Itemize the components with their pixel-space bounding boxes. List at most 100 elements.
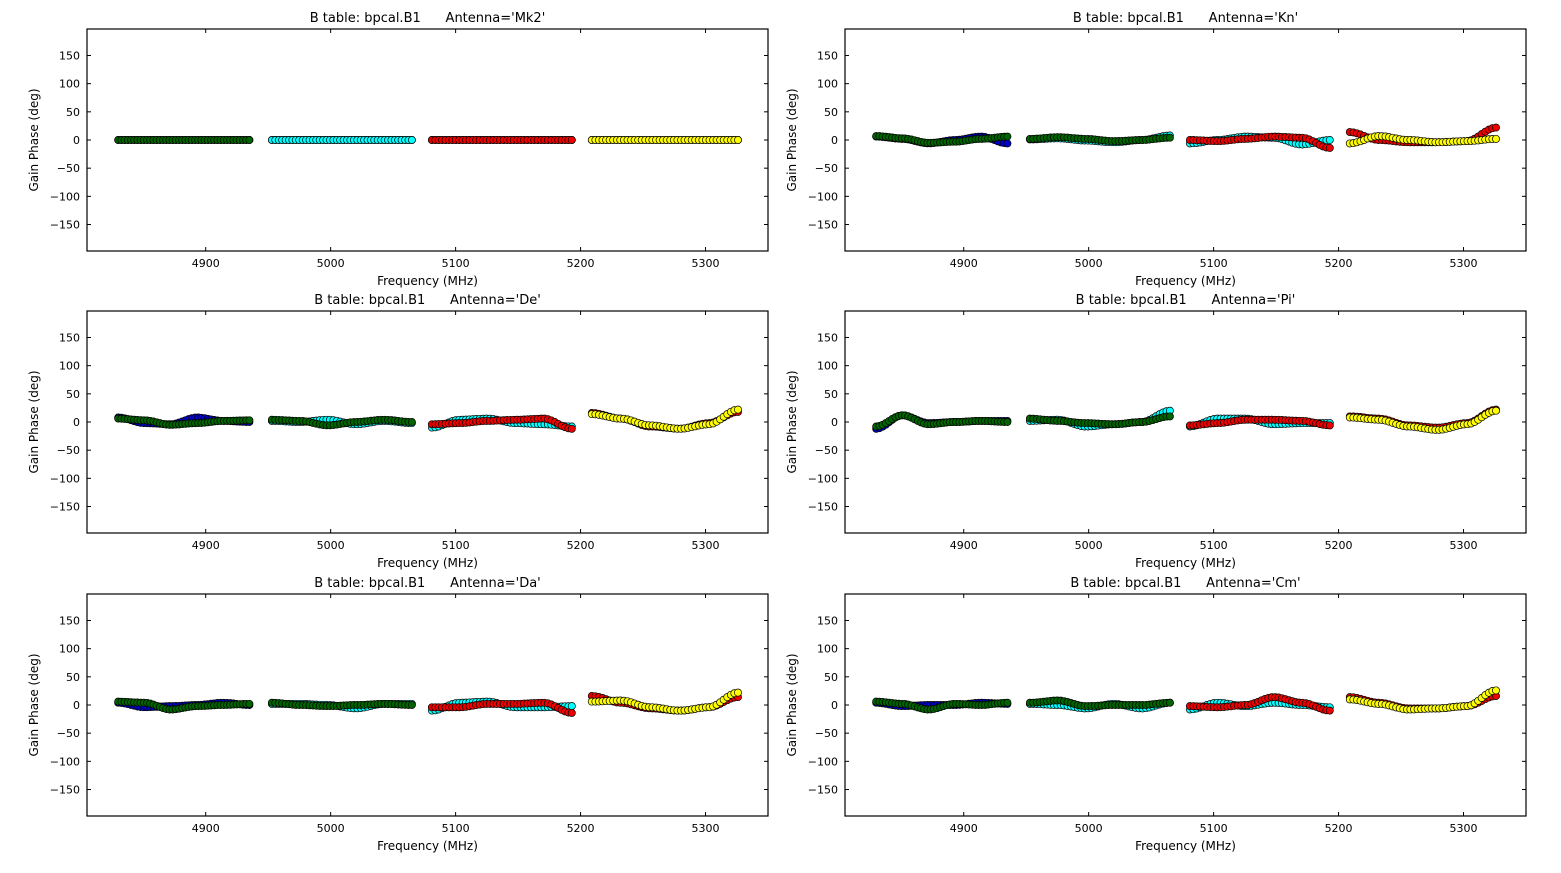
x-tick-label: 5000 [1075, 539, 1103, 552]
x-tick-label: 5200 [1325, 822, 1353, 835]
y-tick-label: 0 [831, 416, 838, 429]
data-points [872, 686, 1500, 715]
x-tick-label: 4900 [192, 822, 220, 835]
y-tick-label: −100 [50, 472, 80, 485]
y-tick-label: −100 [808, 190, 838, 203]
y-tick-label: 150 [59, 331, 80, 344]
y-tick-label: 150 [817, 614, 838, 627]
spectral-window-0 [114, 413, 254, 429]
y-tick-label: −100 [808, 755, 838, 768]
y-tick-label: 100 [817, 360, 838, 373]
panel-2: B table: bpcal.B1 Antenna='De' Frequency … [27, 293, 769, 570]
data-point-green [1165, 133, 1174, 142]
y-tick-label: −50 [815, 727, 838, 740]
x-tick-label: 5200 [567, 257, 595, 270]
y-axis-label: Gain Phase (deg) [785, 653, 799, 756]
x-tick-label: 5300 [1450, 822, 1478, 835]
data-point-green [245, 699, 254, 708]
y-axis-label: Gain Phase (deg) [27, 370, 41, 473]
y-tick-label: 50 [824, 106, 838, 119]
data-point-yellow [1492, 686, 1500, 695]
x-tick-label: 5100 [1200, 539, 1228, 552]
plot-frame [844, 310, 1527, 534]
x-tick-label: 4900 [192, 539, 220, 552]
plot-title: B table: bpcal.B1 Antenna='Pi' [1076, 293, 1296, 308]
y-tick-label: 50 [824, 671, 838, 684]
panel-0: B table: bpcal.B1 Antenna='Mk2' Frequency… [27, 11, 769, 288]
data-point-green [1003, 698, 1012, 707]
y-tick-label: 150 [59, 49, 80, 62]
y-tick-label: −150 [50, 784, 80, 797]
y-axis-label: Gain Phase (deg) [27, 653, 41, 756]
spectral-window-3 [587, 688, 742, 715]
y-tick-label: 100 [59, 78, 80, 91]
data-point-blue [1003, 139, 1012, 148]
data-point-cyan [1325, 136, 1334, 144]
x-tick-label: 4900 [950, 822, 978, 835]
spectral-window-1 [267, 415, 416, 430]
y-tick-label: −150 [50, 219, 80, 232]
x-tick-label: 5300 [1450, 257, 1478, 270]
x-tick-label: 5300 [692, 539, 720, 552]
plot-frame [86, 310, 769, 534]
y-tick-label: 100 [59, 643, 80, 656]
y-tick-label: 0 [73, 134, 80, 147]
x-tick-label: 5100 [442, 539, 470, 552]
data-point-green [407, 701, 416, 709]
panel-4: B table: bpcal.B1 Antenna='Da' Frequency … [27, 576, 769, 853]
data-point-red [1325, 143, 1334, 152]
plot-frame [86, 593, 769, 817]
data-points [114, 688, 742, 717]
x-axis-label: Frequency (MHz) [377, 556, 478, 570]
y-tick-label: 150 [817, 49, 838, 62]
x-axis-label: Frequency (MHz) [1135, 556, 1236, 570]
y-tick-label: −150 [808, 784, 838, 797]
spectral-window-2 [1185, 693, 1334, 715]
y-tick-label: 0 [73, 699, 80, 712]
data-point-green [1165, 412, 1174, 421]
plot-title: B table: bpcal.B1 Antenna='Da' [314, 576, 541, 591]
data-point-green [245, 416, 254, 425]
spectral-window-3 [587, 136, 742, 144]
x-tick-label: 5000 [317, 822, 345, 835]
x-tick-label: 5000 [317, 539, 345, 552]
plot-frame [844, 28, 1527, 252]
y-tick-label: 150 [59, 614, 80, 627]
data-point-yellow [1492, 134, 1500, 143]
y-tick-label: −100 [50, 755, 80, 768]
plot-title: B table: bpcal.B1 Antenna='Cm' [1070, 576, 1300, 591]
plot-title: B table: bpcal.B1 Antenna='Mk2' [310, 11, 546, 26]
spectral-window-1 [267, 698, 416, 713]
x-tick-label: 5000 [1075, 257, 1103, 270]
spectral-window-2 [1185, 414, 1334, 431]
spectral-window-2 [1185, 132, 1334, 152]
plot-frame [86, 28, 769, 252]
data-point-yellow [734, 405, 742, 414]
y-tick-label: 150 [817, 331, 838, 344]
panel-5: B table: bpcal.B1 Antenna='Cm' Frequency … [785, 576, 1527, 853]
x-tick-label: 5300 [1450, 539, 1478, 552]
data-point-green [1003, 418, 1012, 426]
y-tick-label: −100 [808, 472, 838, 485]
spectral-window-2 [427, 414, 576, 433]
y-tick-label: −150 [808, 501, 838, 514]
data-point-yellow [734, 688, 742, 697]
y-tick-label: 0 [73, 416, 80, 429]
data-point-red [1492, 123, 1500, 132]
y-tick-label: 50 [824, 388, 838, 401]
data-point-red [567, 424, 576, 433]
data-point-cyan [567, 702, 576, 711]
spectral-window-3 [1345, 686, 1500, 714]
y-tick-label: −50 [815, 162, 838, 175]
y-tick-label: 50 [66, 106, 80, 119]
spectral-window-0 [872, 697, 1012, 714]
x-tick-label: 4900 [950, 539, 978, 552]
y-tick-label: −100 [50, 190, 80, 203]
x-tick-label: 5300 [692, 822, 720, 835]
y-axis-label: Gain Phase (deg) [785, 88, 799, 191]
panel-1: B table: bpcal.B1 Antenna='Kn' Frequency … [785, 11, 1527, 288]
data-point-red [567, 136, 576, 144]
x-tick-label: 5200 [567, 822, 595, 835]
x-tick-label: 5200 [567, 539, 595, 552]
